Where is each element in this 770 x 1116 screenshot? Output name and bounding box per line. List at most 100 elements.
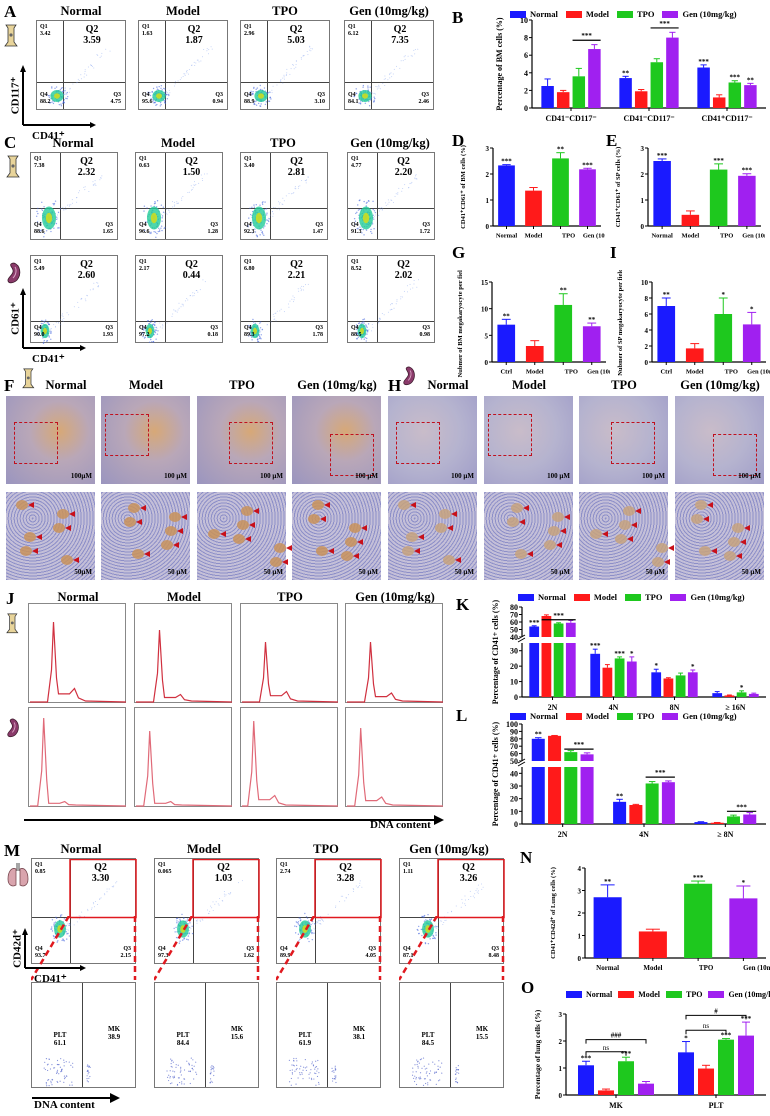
red-arrowhead-icon (556, 542, 562, 548)
megakaryocyte-cell (552, 512, 564, 522)
legend-item: Normal (566, 990, 612, 999)
megakaryocyte-cell (728, 537, 740, 547)
megakaryocyte-cell (398, 500, 410, 510)
q3-value: Q3 3.10 (314, 92, 326, 105)
svg-text:**: ** (747, 76, 755, 84)
svg-text:***: *** (736, 803, 747, 811)
svg-text:2N: 2N (558, 830, 568, 839)
svg-text:***: *** (581, 1054, 592, 1062)
megakaryocyte-cell (732, 523, 744, 533)
red-arrowhead-icon (282, 559, 288, 565)
legend-item: Gen (10mg/kg) (662, 711, 737, 721)
x-axis-label: CD41⁺ (32, 130, 65, 142)
bar-chart-b: 0 2 4 6 8 10 Percentage of BM cells (%) ** *** **… (490, 9, 770, 124)
legend-label: Normal (530, 9, 558, 19)
legend-swatch (625, 593, 641, 601)
red-arrowhead-icon (664, 559, 670, 565)
zoom-region-box (330, 434, 374, 476)
svg-text:10: 10 (520, 16, 528, 25)
svg-text:***: *** (590, 642, 601, 650)
quadrant-vertical-gate (60, 153, 61, 239)
x-axis-label: CD41⁺ (32, 353, 65, 365)
ihc-overview-image: 100 μM (579, 396, 668, 484)
bar-chart-n: 0 1 2 3 4 CD41⁺CD42d⁺ of Lung cells (%) ** *** *… (545, 862, 770, 974)
scale-bar-100: 100 μM (738, 472, 761, 480)
flow-cytometry-plot: Q1 2.17 Q2 0.44 Q4 97.2 Q3 0.18 (135, 255, 223, 343)
svg-text:15: 15 (481, 279, 489, 287)
q4-value: Q4 88.9 (244, 92, 255, 105)
plt-mk-gate-divider (450, 983, 451, 1087)
flow-cytometry-plot: Q1 1.63 Q2 1.87 Q4 95.6 Q3 0.94 (138, 20, 228, 110)
svg-text:0: 0 (641, 223, 645, 231)
svg-text:Model: Model (525, 233, 543, 240)
red-arrowhead-icon (177, 528, 183, 534)
svg-text:0: 0 (514, 693, 518, 702)
q1-value: Q1 0.63 (139, 156, 150, 169)
gate-connector-lines (152, 915, 263, 991)
red-arrowhead-icon (361, 525, 367, 531)
megakaryocyte-cell (24, 532, 36, 542)
zoom-region-box (488, 414, 532, 456)
quadrant-horizontal-gate (241, 321, 327, 322)
panel-label-i: I (610, 243, 617, 262)
q3-value: Q3 0.98 (419, 325, 431, 338)
megakaryocyte-cell (316, 546, 328, 556)
legend-item: Model (573, 592, 617, 602)
y-axis-label: CD42d⁺ (11, 929, 24, 968)
red-arrowhead-icon (410, 502, 416, 508)
group-title-3: Gen (10mg/kg) (355, 590, 435, 604)
chart-legend: Normal Model TPO Gen (10mg/kg) (510, 9, 737, 19)
svg-text:90: 90 (510, 727, 518, 736)
red-arrowhead-icon (253, 508, 259, 514)
svg-text:***: *** (713, 157, 724, 165)
q1-value: Q1 6.80 (244, 259, 255, 272)
megakaryocyte-cell (270, 557, 282, 567)
red-arrowhead-icon (418, 534, 424, 540)
q4-value: Q4 95.6 (142, 92, 153, 105)
svg-text:10: 10 (510, 678, 518, 687)
q2-value: Q2 3.28 (336, 862, 355, 884)
scale-bar-50: 50 μM (454, 568, 474, 576)
legend-swatch (662, 712, 679, 720)
red-arrowhead-icon (353, 553, 359, 559)
x-axis-label: CD41⁺ (34, 973, 67, 985)
dna-histogram (345, 707, 444, 807)
svg-text:Gen (10mg/kg): Gen (10mg/kg) (587, 369, 610, 376)
q3-value: Q3 0.18 (207, 325, 219, 338)
svg-text:Percentage of lung cells (%): Percentage of lung cells (%) (533, 1009, 542, 1099)
flow-cytometry-plot: Q1 7.38 Q2 2.32 Q4 88.6 Q3 1.65 (30, 152, 118, 240)
red-arrowhead-icon (320, 516, 326, 522)
svg-text:TPO: TPO (562, 233, 575, 240)
svg-text:Percentage of CD41+ cells (%): Percentage of CD41+ cells (%) (491, 599, 500, 704)
q4-value: Q4 89.3 (244, 325, 255, 338)
megakaryocyte-cell (511, 503, 523, 513)
svg-text:CD41⁺CD61⁺ of SP cells (%): CD41⁺CD61⁺ of SP cells (%) (615, 147, 622, 228)
scale-bar-100: 100 μM (451, 472, 474, 480)
red-arrowhead-icon (707, 502, 713, 508)
ihc-zoom-image: 50 μM (484, 492, 573, 580)
svg-text:CD41⁺CD61⁺ of BM cells (%): CD41⁺CD61⁺ of BM cells (%) (460, 145, 467, 229)
svg-text:***: *** (693, 874, 704, 882)
megakaryocyte-cell (161, 540, 173, 550)
quadrant-vertical-gate (377, 256, 378, 342)
legend-label: Normal (538, 592, 566, 602)
svg-text:**: ** (622, 69, 630, 77)
plt-mk-gate-plot: PLT 61.9 MK 38.1 (276, 982, 381, 1088)
svg-text:2: 2 (486, 171, 490, 179)
mk-value: MK 38.1 (352, 1025, 366, 1041)
red-arrowhead-icon (455, 557, 461, 563)
svg-text:2: 2 (578, 910, 582, 918)
q4-value: Q4 93.7 (35, 946, 46, 959)
legend-label: Gen (10mg/kg) (682, 711, 737, 721)
q4-value: Q4 89.9 (280, 946, 291, 959)
quadrant-horizontal-gate (37, 82, 125, 83)
svg-text:Nubmer of BM megakaryocyte per: Nubmer of BM megakaryocyte per field (457, 270, 464, 377)
quadrant-vertical-gate (270, 153, 271, 239)
legend-label: Normal (530, 711, 558, 721)
q1-value: Q1 4.77 (351, 156, 362, 169)
megakaryocyte-cell (208, 529, 220, 539)
legend-label: Model (585, 711, 609, 721)
red-arrowhead-icon (328, 548, 334, 554)
ihc-zoom-image: 50 μM (388, 492, 477, 580)
mk-value: MK 15.5 (475, 1025, 489, 1041)
